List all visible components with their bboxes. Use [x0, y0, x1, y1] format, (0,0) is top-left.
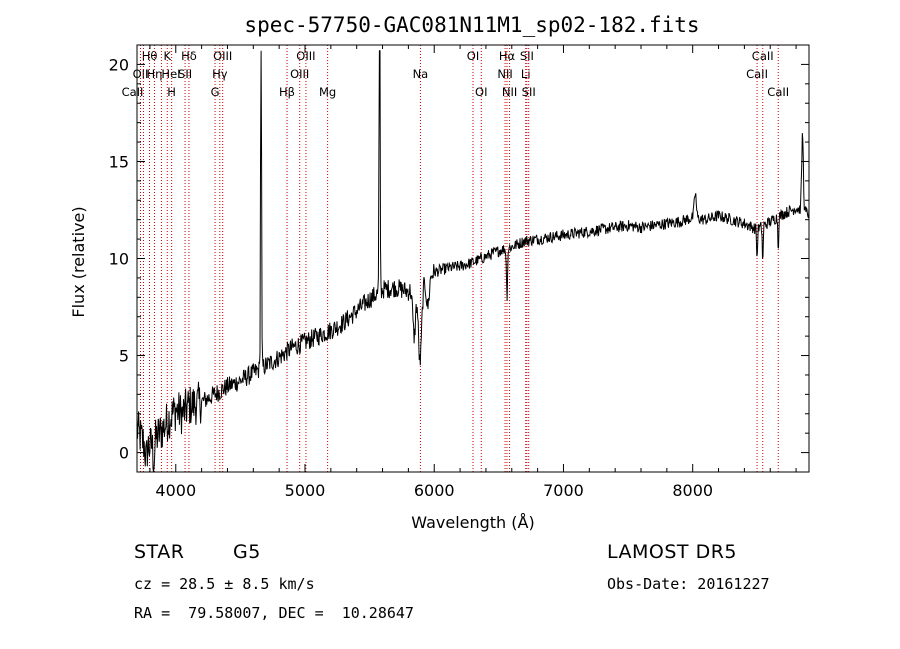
- x-axis-label: Wavelength (Å): [411, 513, 534, 532]
- line-marker-label: Hη: [146, 67, 162, 81]
- line-marker-label: Hβ: [279, 85, 295, 99]
- line-marker-label: NII: [502, 85, 517, 99]
- line-marker-label: Na: [413, 67, 429, 81]
- coords-text: RA = 79.58007, DEC = 10.28647: [134, 604, 414, 622]
- line-marker-label: OI: [467, 49, 479, 63]
- chart-title: spec-57750-GAC081N11M1_sp02-182.fits: [244, 13, 699, 37]
- line-marker-label: SII: [178, 67, 192, 81]
- x-tick-label: 5000: [285, 481, 326, 500]
- line-marker-label: NII: [497, 67, 512, 81]
- line-marker-label: SII: [522, 85, 536, 99]
- x-tick-label: 6000: [414, 481, 455, 500]
- line-marker-label: G: [211, 85, 220, 99]
- line-marker-label: H: [167, 85, 176, 99]
- y-axis-label: Flux (relative): [69, 206, 88, 317]
- y-axis: 0 5 10 15 20: [109, 44, 809, 473]
- spectrum-series: [136, 50, 810, 473]
- line-marker-label: OIII: [213, 49, 232, 63]
- line-marker-label: HeI: [161, 67, 180, 81]
- object-subclass: G5: [233, 541, 261, 563]
- y-tick-label: 5: [119, 347, 129, 366]
- line-marker-label: OIII: [296, 49, 315, 63]
- obs-date-text: Obs-Date: 20161227: [607, 575, 770, 593]
- object-class: STAR: [134, 541, 185, 563]
- line-marker-label: CaII: [767, 85, 789, 99]
- x-axis: 4000 5000 6000 7000 8000: [149, 45, 797, 500]
- line-marker-label: Hδ: [181, 49, 197, 63]
- y-tick-label: 0: [119, 444, 129, 463]
- line-marker-label: K: [163, 49, 171, 63]
- line-marker-label: Mg: [319, 85, 336, 99]
- y-tick-label: 20: [109, 55, 129, 74]
- line-marker-label: CaII: [746, 67, 768, 81]
- line-marker-label: CaII: [122, 85, 144, 99]
- line-marker-label: OI: [475, 85, 487, 99]
- x-tick-label: 7000: [543, 481, 584, 500]
- line-marker-label: Li: [521, 67, 531, 81]
- line-marker-label: Hα: [499, 49, 516, 63]
- line-marker-label: Hθ: [142, 49, 158, 63]
- line-marker-label: Hγ: [212, 67, 228, 81]
- line-marker-label: SII: [520, 49, 534, 63]
- redshift-text: cz = 28.5 ± 8.5 km/s: [134, 575, 315, 593]
- y-tick-label: 15: [109, 152, 129, 171]
- x-tick-label: 8000: [672, 481, 713, 500]
- line-marker-label: CaII: [752, 49, 774, 63]
- survey-name: LAMOST DR5: [607, 541, 737, 563]
- x-tick-label: 4000: [155, 481, 196, 500]
- y-tick-label: 10: [109, 250, 129, 269]
- spectrum-line: [136, 50, 810, 473]
- line-marker-label: OIII: [290, 67, 309, 81]
